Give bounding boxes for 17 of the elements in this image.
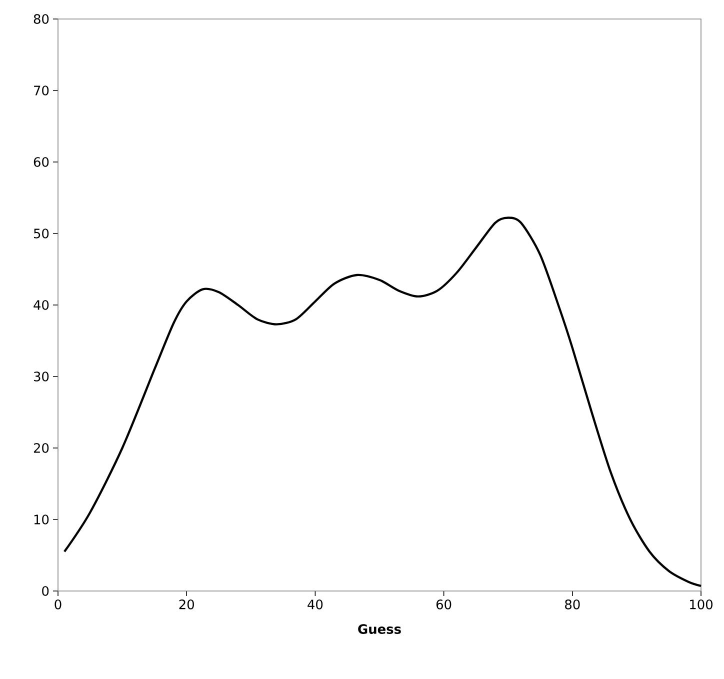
x-tick-label: 60 [436,600,452,610]
y-tick-label: 0 [42,586,49,596]
y-tick-label: 20 [34,443,49,453]
y-tick-label: 60 [34,157,49,167]
x-axis-title: Guess [358,624,401,634]
x-tick-label: 100 [690,600,712,610]
x-tick-label: 40 [308,600,323,610]
y-tick-label: 30 [34,372,49,382]
y-tick-label: 80 [34,14,49,24]
x-tick-label: 0 [54,600,62,610]
y-tick-label: 50 [34,228,49,238]
line-series [63,216,702,588]
x-tick-label: 20 [179,600,194,610]
y-tick-label: 40 [34,300,49,310]
y-tick-label: 70 [34,86,49,96]
y-tick-label: 10 [34,514,49,524]
x-tick-label: 80 [565,600,580,610]
